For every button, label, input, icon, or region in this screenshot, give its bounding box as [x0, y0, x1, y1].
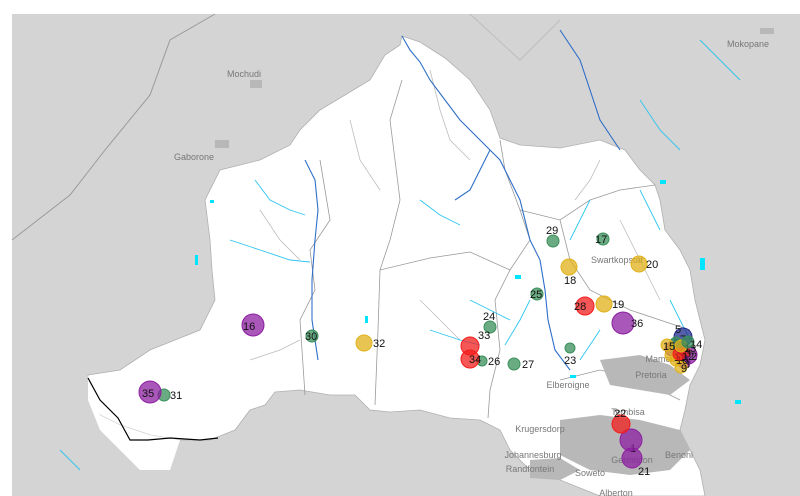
site-label-21: 21: [638, 466, 650, 478]
site-label-31: 31: [170, 390, 182, 402]
frame-margin-left: [0, 0, 12, 496]
catchment-southwest: [88, 375, 180, 470]
place-label-mochudi: Mochudi: [227, 69, 261, 79]
site-label-2: 2: [691, 351, 697, 363]
site-label-5: 5: [675, 324, 681, 336]
place-label-mokopane: Mokopane: [727, 39, 769, 49]
site-label-33: 33: [478, 330, 490, 342]
monitoring-sites[interactable]: 1234567891011121314151617181920212223242…: [138, 225, 702, 478]
site-label-16: 16: [243, 321, 255, 333]
place-label-gaborone: Gaborone: [174, 152, 214, 162]
place-label-soweto: Soweto: [575, 468, 605, 478]
place-label-mamelodi: Mamelodi: [645, 354, 684, 364]
site-marker-21[interactable]: 21: [619, 428, 650, 478]
rivers-major: [304, 29, 621, 371]
site-circle-30[interactable]: [305, 329, 319, 343]
place-label-swartkopstat: Swartkopstat: [591, 255, 644, 265]
site-label-18: 18: [564, 275, 576, 287]
frame-margin-top: [0, 0, 800, 14]
site-circle-35[interactable]: [138, 380, 162, 404]
site-label-9: 9: [681, 363, 687, 375]
site-label-29: 29: [546, 225, 558, 237]
site-circle-25[interactable]: [530, 287, 544, 301]
site-circle-15[interactable]: [660, 338, 674, 352]
site-label-30: 30: [305, 331, 317, 343]
site-marker-32[interactable]: 32: [355, 334, 385, 352]
site-circle-14[interactable]: [681, 335, 695, 349]
site-label-32: 32: [373, 338, 385, 350]
site-marker-25[interactable]: 25: [530, 287, 544, 301]
site-label-34: 34: [469, 354, 481, 366]
site-marker-31[interactable]: 31: [157, 388, 182, 402]
place-label-benoni: Benoni: [665, 450, 693, 460]
site-circle-24[interactable]: [483, 320, 497, 334]
site-circle-27[interactable]: [507, 357, 521, 371]
site-circle-23[interactable]: [564, 342, 576, 354]
site-marker-26[interactable]: 26: [476, 355, 500, 368]
water-bodies: [195, 180, 741, 404]
site-circle-17[interactable]: [596, 232, 610, 246]
site-marker-17[interactable]: 17: [595, 232, 610, 246]
site-marker-29[interactable]: 29: [546, 225, 560, 248]
site-label-27: 27: [522, 359, 534, 371]
border-line-sw: [87, 377, 219, 441]
site-label-24: 24: [483, 311, 495, 323]
site-marker-30[interactable]: 30: [305, 329, 319, 343]
country-border-east: [469, 13, 561, 61]
site-marker-15[interactable]: 15: [660, 338, 675, 353]
site-marker-16[interactable]: 16: [241, 313, 265, 337]
site-marker-14[interactable]: 14: [681, 335, 702, 351]
site-label-28: 28: [574, 301, 586, 313]
place-label-pretoria: Pretoria: [635, 370, 667, 380]
place-label-krugersdorp: Krugersdorp: [515, 424, 565, 434]
site-circle-20[interactable]: [630, 255, 648, 273]
site-circle-36[interactable]: [611, 311, 635, 335]
site-marker-19[interactable]: 19: [595, 295, 624, 313]
site-circle-28[interactable]: [575, 296, 595, 316]
site-circle-34[interactable]: [460, 349, 480, 369]
urban-areas: [215, 28, 774, 480]
place-label-randfontein: Randfontein: [506, 464, 555, 474]
site-label-35: 35: [142, 388, 154, 400]
site-label-26: 26: [488, 356, 500, 368]
site-marker-24[interactable]: 24: [483, 311, 497, 334]
site-marker-23[interactable]: 23: [564, 342, 576, 367]
rivers-minor: [59, 39, 741, 471]
site-label-12: 12: [682, 351, 694, 363]
country-border: [11, 13, 216, 241]
site-label-22: 22: [614, 408, 626, 420]
site-label-15: 15: [663, 341, 675, 353]
site-marker-33[interactable]: 33: [460, 330, 490, 356]
place-label-johannesburg: Johannesburg: [504, 450, 561, 460]
site-marker-35[interactable]: 35: [138, 380, 162, 404]
site-circle-16[interactable]: [241, 313, 265, 337]
site-label-25: 25: [530, 289, 542, 301]
site-marker-18[interactable]: 18: [560, 258, 578, 287]
site-marker-36[interactable]: 36: [611, 311, 643, 335]
site-marker-28[interactable]: 28: [574, 296, 595, 316]
site-circle-18[interactable]: [560, 258, 578, 276]
site-marker-22[interactable]: 22: [611, 408, 631, 434]
site-label-14: 14: [690, 339, 702, 351]
site-circle-19[interactable]: [595, 295, 613, 313]
site-label-3: 3: [685, 348, 691, 360]
site-marker-27[interactable]: 27: [507, 357, 534, 371]
site-label-36: 36: [631, 318, 643, 330]
place-label-alberton: Alberton: [599, 488, 633, 496]
site-label-17: 17: [595, 234, 607, 246]
site-marker-20[interactable]: 20: [630, 255, 658, 273]
site-label-23: 23: [564, 355, 576, 367]
place-label-tembisa: Tembisa: [611, 407, 645, 417]
site-label-20: 20: [646, 259, 658, 271]
site-marker-34[interactable]: 34: [460, 349, 481, 369]
site-circle-32[interactable]: [355, 334, 373, 352]
site-label-19: 19: [612, 299, 624, 311]
site-circle-22[interactable]: [611, 414, 631, 434]
site-circle-21[interactable]: [619, 428, 643, 452]
site-circle-29[interactable]: [546, 234, 560, 248]
place-label-elberoigne: Elberoigne: [546, 380, 589, 390]
